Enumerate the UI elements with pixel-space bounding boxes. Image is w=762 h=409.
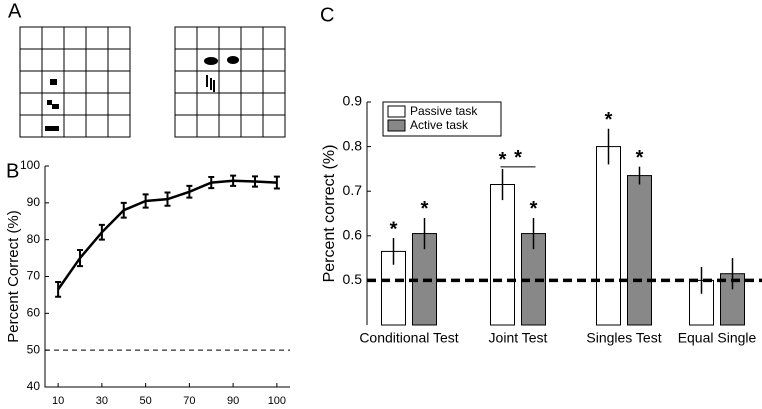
error-bar (208, 176, 215, 190)
legend-swatch (387, 105, 406, 118)
error-bar (77, 248, 83, 268)
y-tick-label: 80 (27, 232, 41, 246)
significance: * (390, 218, 398, 240)
x-tick-label: 70 (183, 395, 195, 407)
panel-label: B (6, 160, 19, 182)
error-bar (142, 193, 149, 209)
y-tick-label: 50 (27, 342, 41, 356)
x-tick-label: 30 (96, 395, 108, 407)
significance: * (499, 149, 507, 171)
y-axis-label: Percent Correct (%) (5, 210, 22, 343)
y-tick-label: 60 (27, 306, 41, 320)
panel-label: C (320, 4, 334, 26)
bar (596, 146, 621, 326)
error-bar (252, 175, 258, 188)
error-bar (273, 175, 280, 190)
y-tick-label: 0.6 (343, 227, 363, 243)
error-bar (120, 201, 127, 219)
error-bar (164, 191, 171, 207)
x-tick-label: Singles Test (586, 330, 661, 346)
error-bar (230, 174, 237, 187)
y-tick-label: 0.9 (343, 93, 363, 109)
x-tick-label: Equal Single (678, 330, 757, 346)
bracket-label: * (514, 147, 522, 169)
legend-label: Passive task (410, 104, 478, 118)
error-bar (55, 281, 62, 298)
x-tick-label: 10 (52, 395, 64, 407)
significance: * (530, 198, 538, 220)
x-tick-label: 50 (140, 395, 152, 407)
y-tick-label: 90 (27, 195, 41, 209)
error-bar (98, 223, 105, 241)
grid-diagram (19, 26, 131, 138)
panel-label: A (8, 0, 22, 22)
x-tick-label: Joint Test (489, 330, 548, 346)
significance: * (636, 147, 644, 169)
legend-swatch (387, 119, 406, 132)
y-tick-label: 40 (27, 379, 41, 393)
x-tick-label: Conditional Test (359, 330, 458, 346)
x-tick-label: 90 (227, 395, 239, 407)
y-tick-label: 0.5 (343, 271, 363, 287)
y-tick-label: 0.7 (343, 182, 363, 198)
significance: * (421, 198, 429, 220)
y-tick-label: 70 (27, 269, 41, 283)
legend-label: Active task (410, 118, 469, 132)
y-tick-label: 100 (20, 158, 40, 172)
y-tick-label: 0.8 (343, 137, 363, 153)
grid-diagram (174, 26, 286, 138)
bar (490, 184, 515, 326)
y-axis-label: Percent correct (%) (321, 145, 338, 283)
x-tick-label: 100 (268, 395, 286, 407)
bar (627, 175, 652, 326)
significance: * (605, 109, 613, 131)
error-bar (186, 184, 193, 199)
